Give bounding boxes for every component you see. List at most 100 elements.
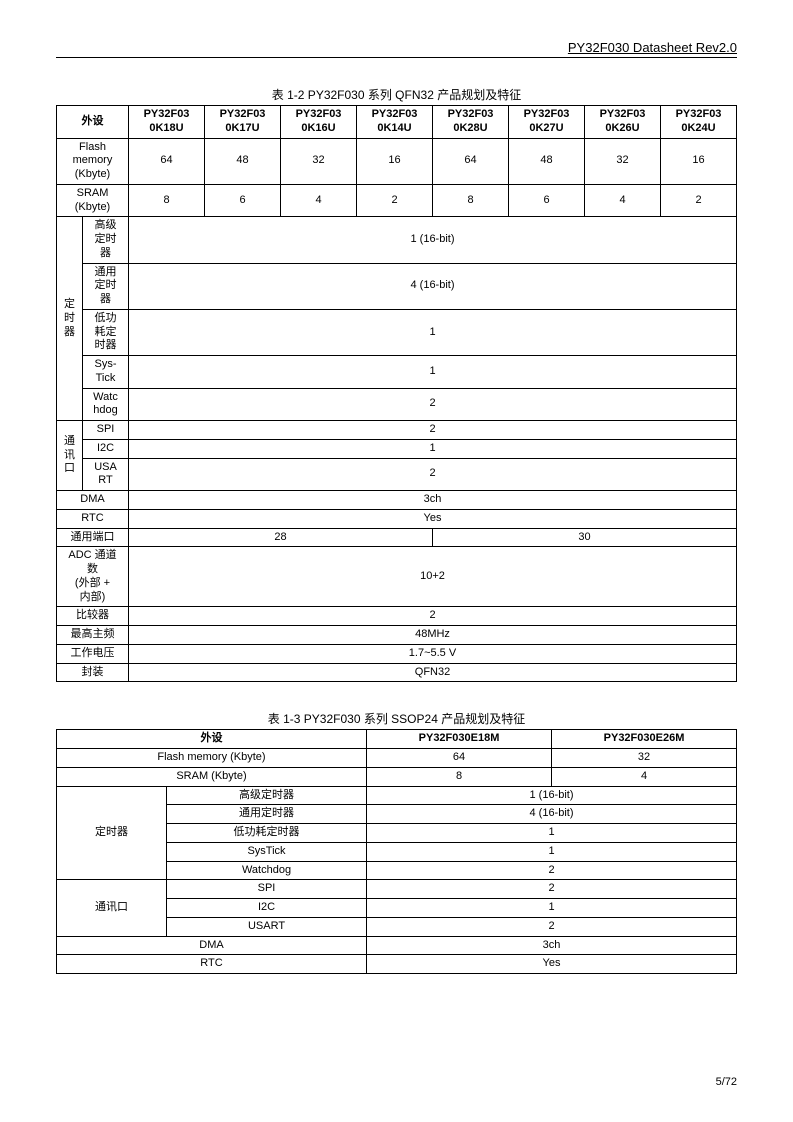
t1-header-c5: PY32F030K28U <box>433 106 509 139</box>
t1-header-c8: PY32F030K24U <box>661 106 737 139</box>
t1-freq-val: 48MHz <box>129 626 737 645</box>
t2-header-peripheral: 外设 <box>57 730 367 749</box>
t2-spi-label: SPI <box>167 880 367 899</box>
t1-lptimer-val: 1 <box>129 309 737 355</box>
t2-flash-0: 64 <box>367 749 552 768</box>
t1-flash-2: 32 <box>281 138 357 184</box>
t1-gentimer-label: 通用定时器 <box>83 263 129 309</box>
t1-i2c-label: I2C <box>83 439 129 458</box>
t2-wdog-val: 2 <box>367 861 737 880</box>
t2-sram-0: 8 <box>367 767 552 786</box>
t1-sram-1: 6 <box>205 184 281 217</box>
table-qfn32: 外设 PY32F030K18U PY32F030K17U PY32F030K16… <box>56 105 737 682</box>
t2-lptimer-label: 低功耗定时器 <box>167 824 367 843</box>
t2-advtimer-label: 高级定时器 <box>167 786 367 805</box>
t1-wdog-val: 2 <box>129 388 737 421</box>
t1-header-c7: PY32F030K26U <box>585 106 661 139</box>
doc-title: PY32F030 Datasheet Rev2.0 <box>568 40 737 55</box>
t1-gentimer-val: 4 (16-bit) <box>129 263 737 309</box>
t2-flash-1: 32 <box>552 749 737 768</box>
t2-comm-group: 通讯口 <box>57 880 167 936</box>
t1-header-c4: PY32F030K14U <box>357 106 433 139</box>
t1-lptimer-label: 低功耗定时器 <box>83 309 129 355</box>
t1-gpio-right: 30 <box>433 528 737 547</box>
t1-wdog-label: Watchdog <box>83 388 129 421</box>
t1-sram-3: 2 <box>357 184 433 217</box>
t1-spi-val: 2 <box>129 421 737 440</box>
t1-sram-6: 4 <box>585 184 661 217</box>
t1-header-c1: PY32F030K18U <box>129 106 205 139</box>
t2-sram-label: SRAM (Kbyte) <box>57 767 367 786</box>
t1-sram-2: 4 <box>281 184 357 217</box>
page-number: 5/72 <box>716 1076 737 1088</box>
t1-advtimer-val: 1 (16-bit) <box>129 217 737 263</box>
t2-wdog-label: Watchdog <box>167 861 367 880</box>
t1-adc-label: ADC 通道数(外部 +内部) <box>57 547 129 607</box>
t1-dma-val: 3ch <box>129 491 737 510</box>
t2-dma-val: 3ch <box>367 936 737 955</box>
t1-volt-val: 1.7~5.5 V <box>129 644 737 663</box>
t1-flash-label: Flashmemory(Kbyte) <box>57 138 129 184</box>
t2-gentimer-label: 通用定时器 <box>167 805 367 824</box>
t2-dma-label: DMA <box>57 936 367 955</box>
t1-sram-5: 6 <box>509 184 585 217</box>
t1-flash-6: 32 <box>585 138 661 184</box>
t1-flash-0: 64 <box>129 138 205 184</box>
t1-gpio-label: 通用端口 <box>57 528 129 547</box>
t1-flash-4: 64 <box>433 138 509 184</box>
t2-i2c-val: 1 <box>367 899 737 918</box>
t1-adc-val: 10+2 <box>129 547 737 607</box>
t1-header-c6: PY32F030K27U <box>509 106 585 139</box>
t1-sram-label: SRAM(Kbyte) <box>57 184 129 217</box>
t1-systick-label: Sys-Tick <box>83 356 129 389</box>
t1-header-peripheral: 外设 <box>57 106 129 139</box>
table2-caption: 表 1-3 PY32F030 系列 SSOP24 产品规划及特征 <box>56 710 737 727</box>
t1-i2c-val: 1 <box>129 439 737 458</box>
t1-spi-label: SPI <box>83 421 129 440</box>
t2-rtc-val: Yes <box>367 955 737 974</box>
t1-cmp-label: 比较器 <box>57 607 129 626</box>
t1-header-c2: PY32F030K17U <box>205 106 281 139</box>
t1-pkg-val: QFN32 <box>129 663 737 682</box>
t1-gpio-left: 28 <box>129 528 433 547</box>
t1-usart-label: USART <box>83 458 129 491</box>
t1-flash-7: 16 <box>661 138 737 184</box>
t2-spi-val: 2 <box>367 880 737 899</box>
t1-header-c3: PY32F030K16U <box>281 106 357 139</box>
table-ssop24: 外设 PY32F030E18M PY32F030E26M Flash memor… <box>56 729 737 974</box>
t2-systick-val: 1 <box>367 842 737 861</box>
t2-header-c1: PY32F030E18M <box>367 730 552 749</box>
t2-systick-label: SysTick <box>167 842 367 861</box>
t1-advtimer-label: 高级定时器 <box>83 217 129 263</box>
datasheet-page: PY32F030 Datasheet Rev2.0 表 1-2 PY32F030… <box>0 0 793 1122</box>
t1-flash-5: 48 <box>509 138 585 184</box>
t1-freq-label: 最高主频 <box>57 626 129 645</box>
t1-systick-val: 1 <box>129 356 737 389</box>
t1-volt-label: 工作电压 <box>57 644 129 663</box>
t1-sram-0: 8 <box>129 184 205 217</box>
t2-rtc-label: RTC <box>57 955 367 974</box>
t1-flash-1: 48 <box>205 138 281 184</box>
t2-gentimer-val: 4 (16-bit) <box>367 805 737 824</box>
t1-comm-group: 通讯口 <box>57 421 83 491</box>
t2-usart-label: USART <box>167 917 367 936</box>
page-header: PY32F030 Datasheet Rev2.0 <box>56 40 737 58</box>
t2-lptimer-val: 1 <box>367 824 737 843</box>
t1-rtc-label: RTC <box>57 509 129 528</box>
t2-advtimer-val: 1 (16-bit) <box>367 786 737 805</box>
t2-sram-1: 4 <box>552 767 737 786</box>
spacer <box>56 682 737 710</box>
t2-timer-group: 定时器 <box>57 786 167 880</box>
t1-sram-7: 2 <box>661 184 737 217</box>
t1-dma-label: DMA <box>57 491 129 510</box>
t1-rtc-val: Yes <box>129 509 737 528</box>
table1-caption: 表 1-2 PY32F030 系列 QFN32 产品规划及特征 <box>56 86 737 103</box>
t2-usart-val: 2 <box>367 917 737 936</box>
t2-i2c-label: I2C <box>167 899 367 918</box>
t1-pkg-label: 封装 <box>57 663 129 682</box>
t1-timer-group: 定时器 <box>57 217 83 421</box>
t1-usart-val: 2 <box>129 458 737 491</box>
t2-flash-label: Flash memory (Kbyte) <box>57 749 367 768</box>
t1-flash-3: 16 <box>357 138 433 184</box>
page-footer: 5/72 <box>716 1076 737 1088</box>
